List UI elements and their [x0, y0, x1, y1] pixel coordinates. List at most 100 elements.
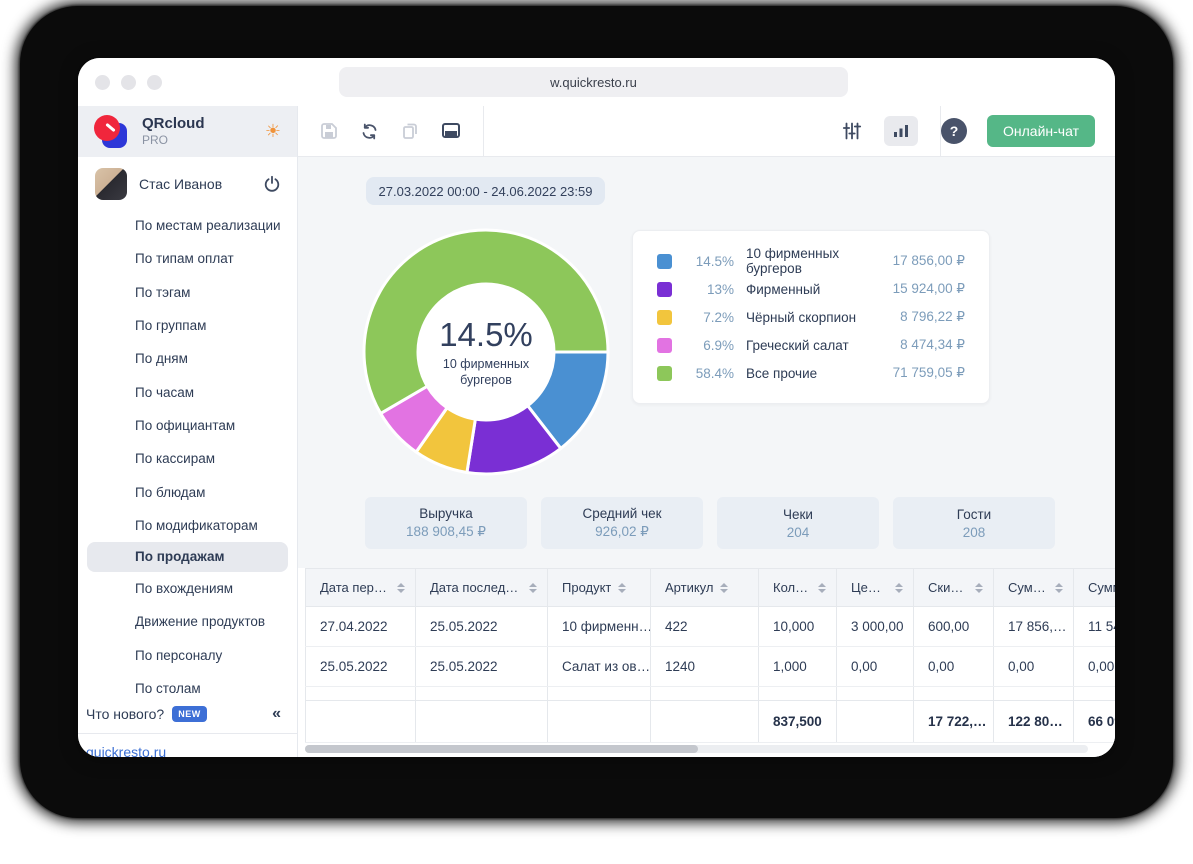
legend-name: Греческий салат [746, 337, 849, 353]
legend-amount: 8 796,22 ₽ [900, 309, 965, 324]
legend-row[interactable]: 7.2% Чёрный скорпион 8 796,22 ₽ [657, 307, 965, 327]
refresh-icon[interactable] [360, 122, 379, 141]
totals-cell: 122 80… [993, 700, 1074, 743]
browser-chrome: w.quickresto.ru [78, 58, 1115, 106]
whats-new-link[interactable]: Что нового? [86, 706, 165, 723]
window-controls[interactable] [95, 75, 162, 90]
sales-table: Дата первой…Дата последней…ПродуктАртику… [305, 568, 1115, 743]
theme-sun-icon[interactable]: ☀ [264, 121, 281, 141]
close-window-button[interactable] [95, 75, 110, 90]
sort-icon[interactable] [720, 582, 729, 593]
sort-icon[interactable] [818, 582, 826, 593]
summary-card-label: Выручка [419, 506, 473, 521]
sidebar-item[interactable]: По официантам [135, 417, 236, 433]
copy-icon[interactable] [401, 122, 419, 140]
sidebar-item[interactable]: По блюдам [135, 484, 206, 500]
quickresto-link[interactable]: quickresto.ru [86, 744, 167, 757]
column-header[interactable]: Скидк… [913, 568, 994, 607]
column-header[interactable]: Продукт [547, 568, 651, 607]
filters-sliders-icon[interactable] [842, 121, 862, 141]
help-icon[interactable]: ? [941, 118, 968, 144]
totals-cell [650, 700, 759, 743]
donut-chart[interactable]: 14.5% 10 фирменных бургеров [356, 222, 616, 482]
column-header[interactable]: Колич… [758, 568, 837, 607]
sidebar-item[interactable]: Движение продуктов [135, 614, 266, 630]
table-cell: 10 фирменн… [547, 606, 651, 647]
chart-view-icon[interactable] [884, 116, 919, 146]
legend-color-swatch [657, 309, 672, 325]
maximize-window-button[interactable] [147, 75, 162, 90]
legend-percent: 14.5% [695, 253, 734, 269]
summary-card-value: 926,02 ₽ [595, 524, 649, 539]
sidebar-item[interactable]: По вхождениям [135, 581, 234, 597]
online-chat-button[interactable]: Онлайн-чат [987, 115, 1095, 147]
donut-center-name: 10 фирменных бургеров [442, 356, 530, 387]
legend-color-swatch [657, 281, 672, 297]
sidebar-item[interactable]: По столам [135, 681, 201, 696]
sort-icon[interactable] [618, 582, 627, 593]
summary-card-label: Гости [956, 506, 992, 522]
table-cell: 3 000,00 [836, 606, 914, 647]
totals-cell: 17 722,… [913, 700, 994, 743]
horizontal-scrollbar[interactable] [305, 745, 1088, 753]
legend-color-swatch [657, 337, 672, 353]
sort-icon[interactable] [895, 582, 903, 593]
column-header[interactable]: Цена, ₽ [836, 568, 914, 607]
sort-icon[interactable] [529, 582, 537, 593]
totals-cell [415, 700, 548, 743]
main-content: 27.03.2022 00:00 - 24.06.2022 23:59 14.5… [298, 157, 1115, 757]
legend-row[interactable]: 14.5% 10 фирменных бургеров 17 856,00 ₽ [657, 246, 965, 276]
table-row[interactable]: 25.05.2022 25.05.2022 Салат из ов… 1240 1,00… [305, 646, 1115, 687]
table-cell: 10,000 [758, 606, 837, 647]
display-icon[interactable] [441, 122, 461, 140]
user-row[interactable]: Стас Иванов [78, 168, 297, 200]
minimize-window-button[interactable] [121, 75, 136, 90]
table-cell [305, 686, 416, 701]
sidebar-footer: Что нового? NEW « quickresto.ru [78, 705, 297, 757]
legend-row[interactable]: 13% Фирменный 15 924,00 ₽ [657, 279, 965, 299]
sidebar-item[interactable]: По кассирам [135, 451, 216, 467]
legend-percent: 6.9% [703, 337, 734, 353]
sidebar-item[interactable]: По группам [135, 318, 207, 334]
totals-cell [836, 700, 914, 743]
sidebar-item[interactable]: По модификаторам [135, 517, 258, 533]
logout-power-icon[interactable] [263, 175, 281, 193]
column-header[interactable]: Дата последней… [415, 568, 548, 607]
sidebar-item[interactable]: По типам оплат [135, 251, 234, 267]
donut-center-label: 14.5% 10 фирменных бургеров [426, 316, 546, 389]
date-range-badge[interactable]: 27.03.2022 00:00 - 24.06.2022 23:59 [366, 177, 605, 205]
user-name: Стас Иванов [139, 176, 223, 192]
scrollbar-thumb[interactable] [305, 745, 698, 753]
sidebar-item[interactable]: По персоналу [135, 647, 223, 663]
column-header[interactable]: Артикул [650, 568, 759, 607]
legend-name: Все прочие [746, 365, 818, 381]
legend-row[interactable]: 58.4% Все прочие 71 759,05 ₽ [657, 363, 965, 383]
sidebar-item[interactable]: По местам реализации [135, 218, 281, 234]
sort-icon[interactable] [1055, 582, 1063, 593]
summary-cards: Выручка 188 908,45 ₽ Средний чек 926,02 ₽ Че… [365, 497, 1055, 549]
summary-card-value: 204 [786, 524, 810, 540]
table-cell [836, 686, 914, 701]
sort-icon[interactable] [397, 582, 405, 593]
sort-icon[interactable] [975, 582, 983, 593]
column-header[interactable]: Сумм… [993, 568, 1074, 607]
table-cell: 25.05.2022 [305, 646, 416, 687]
table-cell: 1240 [650, 646, 759, 687]
brand-plan: PRO [142, 132, 169, 147]
sidebar-item[interactable]: По тэгам [135, 284, 191, 300]
summary-card: Средний чек 926,02 ₽ [541, 497, 703, 549]
collapse-sidebar-icon[interactable]: « [272, 705, 281, 723]
column-header[interactable]: Сумм. [1073, 568, 1115, 607]
sidebar-item[interactable]: По продажам [87, 541, 288, 572]
address-bar[interactable]: w.quickresto.ru [339, 67, 848, 97]
column-header[interactable]: Дата первой… [305, 568, 416, 607]
toolbar: ? Онлайн-чат [298, 106, 1115, 157]
summary-card-value: 188 908,45 ₽ [406, 524, 486, 539]
legend-row[interactable]: 6.9% Греческий салат 8 474,34 ₽ [657, 335, 965, 355]
table-cell: 1,000 [758, 646, 837, 687]
save-icon[interactable] [320, 122, 338, 140]
table-row[interactable]: 27.04.2022 25.05.2022 10 фирменн… 422 10,000… [305, 606, 1115, 647]
sidebar-item[interactable]: По дням [135, 351, 188, 367]
sidebar-item[interactable]: По часам [135, 384, 195, 400]
